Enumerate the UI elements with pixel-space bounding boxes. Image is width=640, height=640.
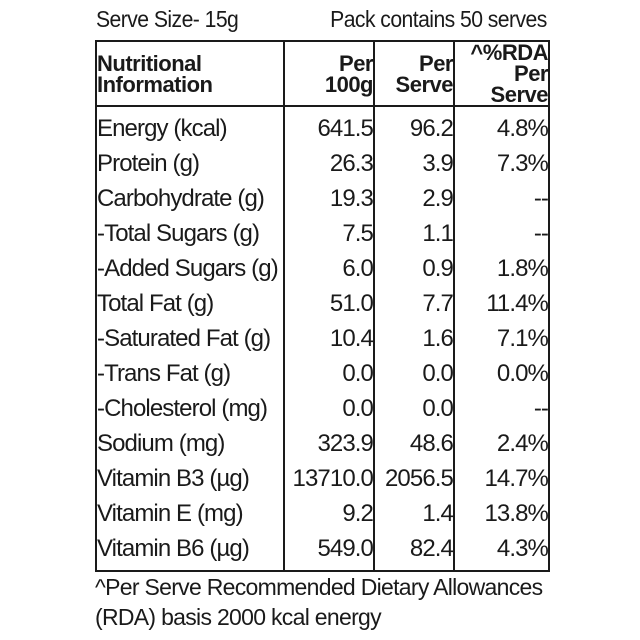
table-row: Total Fat (g) 51.0 7.7 11.4% xyxy=(96,286,549,321)
table-row: Energy (kcal) 641.5 96.2 4.8% xyxy=(96,106,549,146)
value-per-100g: 7.5 xyxy=(283,216,374,251)
value-rda: 7.3% xyxy=(453,146,549,181)
header-per100g-line1: Per xyxy=(339,50,373,76)
value-rda: 2.4% xyxy=(453,426,549,461)
table-row: Sodium (mg) 323.9 48.6 2.4% xyxy=(96,426,549,461)
value-rda: 11.4% xyxy=(453,286,549,321)
nutrient-name: Vitamin B6 (µg) xyxy=(97,534,250,562)
value-per-serve: 0.9 xyxy=(373,251,454,286)
table-row: -Trans Fat (g) 0.0 0.0 0.0% xyxy=(96,356,549,391)
value-per-serve: 48.6 xyxy=(373,426,454,461)
value-per-100g: 9.2 xyxy=(283,496,374,531)
nutrient-name: -Cholesterol (mg) xyxy=(97,394,268,422)
table-row: Vitamin B6 (µg) 549.0 82.4 4.3% xyxy=(96,531,549,571)
value-per-serve: 2056.5 xyxy=(373,461,454,496)
table-row: -Cholesterol (mg) 0.0 0.0 -- xyxy=(96,391,549,426)
value-per-100g: 10.4 xyxy=(283,321,374,356)
value-rda: 14.7% xyxy=(453,461,549,496)
nutrient-name: -Trans Fat (g) xyxy=(97,359,231,387)
nutrient-name: Vitamin B3 (µg) xyxy=(97,464,250,492)
value-rda: 4.8% xyxy=(453,106,549,146)
header-rda-line2: Per Serve xyxy=(490,61,549,107)
nutrient-name: -Saturated Fat (g) xyxy=(97,324,271,352)
table-row: -Added Sugars (g) 6.0 0.9 1.8% xyxy=(96,251,549,286)
value-per-serve: 96.2 xyxy=(373,106,454,146)
header-rda-line1: ^%RDA xyxy=(470,40,548,65)
header-per-serve: Per Serve xyxy=(373,41,454,107)
footnote-line2: (RDA) basis 2000 kcal energy xyxy=(95,604,382,630)
value-rda: 7.1% xyxy=(453,321,549,356)
header-per-100g: Per 100g xyxy=(283,41,374,107)
table-row: -Total Sugars (g) 7.5 1.1 -- xyxy=(96,216,549,251)
value-rda: 1.8% xyxy=(453,251,549,286)
value-per-100g: 323.9 xyxy=(283,426,374,461)
value-per-100g: 26.3 xyxy=(283,146,374,181)
header-perserve-line1: Per xyxy=(419,50,453,76)
serve-info: Serve Size- 15g Pack contains 50 serves xyxy=(96,4,547,34)
header-nutritional-line2: Information xyxy=(97,71,213,97)
header-perserve-line2: Serve xyxy=(395,71,454,97)
header-nutritional-line1: Nutritional xyxy=(97,50,202,76)
value-per-100g: 6.0 xyxy=(283,251,374,286)
nutrition-rows: Energy (kcal) 641.5 96.2 4.8% Protein (g) 26.… xyxy=(96,106,549,571)
value-per-100g: 641.5 xyxy=(283,106,374,146)
table-row: Protein (g) 26.3 3.9 7.3% xyxy=(96,146,549,181)
table-row: Vitamin E (mg) 9.2 1.4 13.8% xyxy=(96,496,549,531)
header-nutritional-information: Nutritional Information xyxy=(96,41,284,107)
header-per100g-line2: 100g xyxy=(324,71,374,97)
table-row: -Saturated Fat (g) 10.4 1.6 7.1% xyxy=(96,321,549,356)
serve-size: Serve Size- 15g xyxy=(96,6,239,32)
value-rda: -- xyxy=(453,216,549,251)
value-per-serve: 0.0 xyxy=(373,356,454,391)
value-rda: 13.8% xyxy=(453,496,549,531)
value-per-serve: 1.1 xyxy=(373,216,454,251)
rda-footnote: ^Per Serve Recommended Dietary Allowance… xyxy=(95,572,615,632)
nutrient-name: -Added Sugars (g) xyxy=(97,254,279,282)
value-per-100g: 0.0 xyxy=(283,356,374,391)
nutrition-table: Nutritional Information Per 100g Per Ser… xyxy=(95,40,550,572)
value-rda: -- xyxy=(453,391,549,426)
nutrient-name: Protein (g) xyxy=(97,149,200,177)
nutrient-name: -Total Sugars (g) xyxy=(97,219,260,247)
table-row: Vitamin B3 (µg) 13710.0 2056.5 14.7% xyxy=(96,461,549,496)
value-per-100g: 0.0 xyxy=(283,391,374,426)
table-row: Carbohydrate (g) 19.3 2.9 -- xyxy=(96,181,549,216)
value-rda: 0.0% xyxy=(453,356,549,391)
value-per-serve: 2.9 xyxy=(373,181,454,216)
footnote-line1: ^Per Serve Recommended Dietary Allowance… xyxy=(95,574,543,600)
value-per-100g: 13710.0 xyxy=(283,461,374,496)
value-per-100g: 549.0 xyxy=(283,531,374,571)
pack-contains: Pack contains 50 serves xyxy=(330,6,547,32)
nutrient-name: Total Fat (g) xyxy=(97,289,214,317)
value-per-serve: 1.4 xyxy=(373,496,454,531)
header-row: Nutritional Information Per 100g Per Ser… xyxy=(96,40,549,107)
value-per-100g: 51.0 xyxy=(283,286,374,321)
value-rda: -- xyxy=(453,181,549,216)
value-rda: 4.3% xyxy=(453,531,549,571)
nutrient-name: Carbohydrate (g) xyxy=(97,184,265,212)
value-per-serve: 1.6 xyxy=(373,321,454,356)
value-per-serve: 82.4 xyxy=(373,531,454,571)
nutrient-name: Energy (kcal) xyxy=(97,114,228,142)
nutrient-name: Sodium (mg) xyxy=(97,429,225,457)
value-per-serve: 3.9 xyxy=(373,146,454,181)
value-per-100g: 19.3 xyxy=(283,181,374,216)
header-rda-per-serve: ^%RDA Per Serve xyxy=(453,40,549,107)
nutrient-name: Vitamin E (mg) xyxy=(97,499,244,527)
value-per-serve: 0.0 xyxy=(373,391,454,426)
value-per-serve: 7.7 xyxy=(373,286,454,321)
